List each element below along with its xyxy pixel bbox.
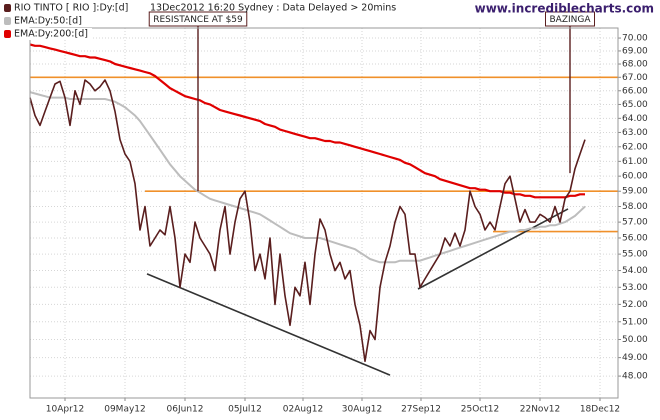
y-tick-label: 63.00 bbox=[622, 128, 648, 138]
plot-frame bbox=[29, 27, 619, 399]
y-tick-label: 62.00 bbox=[622, 142, 648, 152]
annotation-box bbox=[148, 11, 248, 27]
y-tick-label: 70.00 bbox=[622, 34, 648, 44]
x-tick-label: 02Aug12 bbox=[283, 405, 323, 415]
x-tick-label: 05Jul12 bbox=[228, 405, 262, 415]
legend-swatch bbox=[4, 4, 11, 12]
annotation-text: RESISTANCE AT $59 bbox=[153, 15, 243, 25]
legend-bg bbox=[2, 2, 133, 14]
y-tick-label: 67.00 bbox=[622, 73, 648, 83]
legend-swatch bbox=[4, 17, 11, 25]
legend-label: EMA:Dy:50:[d] bbox=[14, 16, 82, 27]
y-tick-label: 50.00 bbox=[622, 335, 648, 345]
y-tick-label: 51.00 bbox=[622, 317, 648, 327]
x-tick-label: 18Dec12 bbox=[580, 405, 620, 415]
trend-line bbox=[146, 273, 391, 376]
y-tick-label: 53.00 bbox=[622, 283, 648, 293]
x-tick-label: 10Apr12 bbox=[46, 405, 84, 415]
source: www.incrediblecharts.com bbox=[475, 2, 654, 16]
plot bbox=[29, 26, 618, 376]
y-tick-label: 68.00 bbox=[622, 60, 648, 70]
trend-line bbox=[417, 208, 569, 290]
y-tick-label: 59.00 bbox=[622, 187, 648, 197]
y-tick-label: 56.00 bbox=[622, 233, 648, 243]
legend-label: EMA:Dy:200:[d] bbox=[14, 29, 88, 40]
series-line bbox=[29, 43, 585, 199]
x-tick-label: 25Oct12 bbox=[461, 405, 499, 415]
y-tick-label: 48.00 bbox=[622, 372, 648, 382]
legend-bg bbox=[2, 28, 92, 40]
x-tick-label: 27Sep12 bbox=[401, 405, 441, 415]
y-tick-label: 64.00 bbox=[622, 114, 648, 124]
annotation-text: BAZINGA bbox=[549, 15, 591, 25]
x-tick-label: 09May12 bbox=[104, 405, 146, 415]
y-tick-label: 54.00 bbox=[622, 266, 648, 276]
y-tick-label: 57.00 bbox=[622, 218, 648, 228]
y-tick-label: 55.00 bbox=[622, 250, 648, 260]
legend-swatch bbox=[4, 30, 11, 38]
y-tick-label: 61.00 bbox=[622, 157, 648, 167]
y-tick-label: 65.00 bbox=[622, 100, 648, 110]
legend-bg bbox=[2, 15, 86, 27]
y-tick-label: 52.00 bbox=[622, 300, 648, 310]
series-line bbox=[29, 91, 586, 264]
y-tick-label: 49.00 bbox=[622, 353, 648, 363]
y-tick-label: 58.00 bbox=[622, 202, 648, 212]
y-tick-label: 69.00 bbox=[622, 46, 648, 56]
x-tick-label: 30Aug12 bbox=[342, 405, 382, 415]
y-tick-label: 60.00 bbox=[622, 172, 648, 182]
y-tick-label: 66.00 bbox=[622, 86, 648, 96]
annotation-box bbox=[544, 11, 596, 27]
subtitle: 13Dec2012 16:20 Sydney : Data Delayed > … bbox=[150, 3, 396, 14]
series-line bbox=[29, 79, 586, 363]
x-tick-label: 22Nov12 bbox=[520, 405, 560, 415]
header: 13Dec2012 16:20 Sydney : Data Delayed > … bbox=[2, 2, 654, 40]
legend-label: RIO TINTO [ RIO ]:Dy:[d] bbox=[14, 3, 128, 14]
x-tick-label: 06Jun12 bbox=[167, 405, 204, 415]
